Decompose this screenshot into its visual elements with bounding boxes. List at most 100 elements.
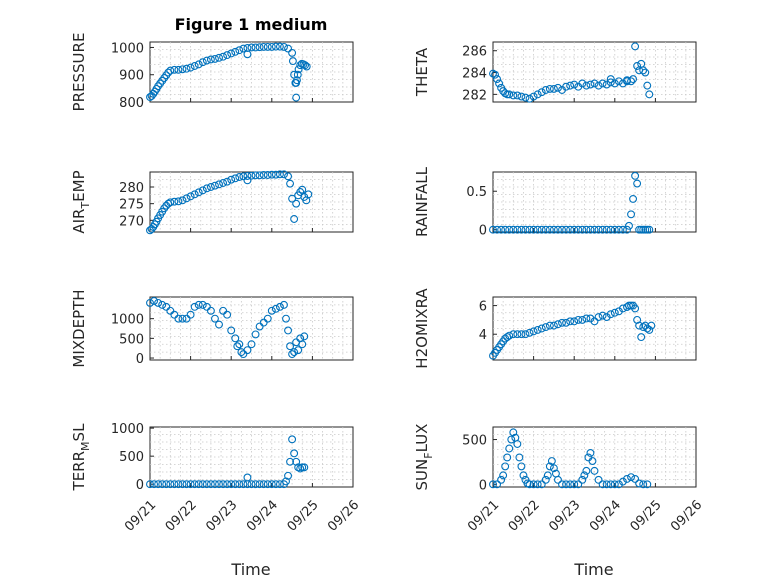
data-point-terrmsl <box>251 480 260 489</box>
data-point-pressure <box>301 61 310 70</box>
data-point-pressure <box>211 54 219 63</box>
data-point-airtemp <box>280 170 288 179</box>
y-tick-label: 4 <box>479 328 487 343</box>
data-point-theta <box>491 70 499 79</box>
data-point-terrmsl <box>190 480 199 489</box>
data-point-sunflux <box>623 474 631 483</box>
data-point-airtemp <box>227 175 236 184</box>
data-point-h2omixra <box>631 304 640 313</box>
y-tick-label: 1000 <box>111 313 144 328</box>
data-point-terrmsl <box>298 463 307 472</box>
data-point-mixdepth <box>227 326 236 335</box>
data-point-sunflux <box>525 480 534 489</box>
data-point-sunflux <box>513 440 522 448</box>
data-point-terrmsl <box>300 463 309 472</box>
data-point-rainfall <box>614 225 623 234</box>
data-point-rainfall <box>554 225 562 234</box>
data-point-sunflux <box>606 480 615 489</box>
data-point-airtemp <box>284 172 292 181</box>
data-point-theta <box>614 77 623 86</box>
data-point-terrmsl <box>288 435 297 444</box>
data-point-pressure <box>288 57 297 66</box>
data-point-h2omixra <box>590 317 599 326</box>
data-point-pressure <box>292 93 301 102</box>
data-point-pressure <box>219 52 228 61</box>
data-point-rainfall <box>645 225 654 234</box>
data-point-terrmsl <box>231 480 240 489</box>
y-tick-label: 0 <box>479 478 487 493</box>
data-point-theta <box>545 84 554 93</box>
data-point-mixdepth <box>170 310 179 319</box>
data-point-sunflux <box>610 480 619 489</box>
data-point-rainfall <box>635 225 644 234</box>
data-point-theta <box>645 90 654 99</box>
data-point-pressure <box>206 55 215 64</box>
data-point-airtemp <box>219 179 228 187</box>
y-tick-label: 500 <box>119 450 144 465</box>
data-point-rainfall <box>637 225 646 234</box>
data-point-airtemp <box>178 196 187 205</box>
data-point-rainfall <box>521 225 530 234</box>
data-point-airtemp <box>286 179 295 188</box>
subplot-theta: 282 284 286 THETA <box>413 41 697 103</box>
data-point-terrmsl <box>198 480 207 489</box>
data-point-terrmsl <box>235 480 244 489</box>
data-point-rainfall <box>625 221 633 230</box>
data-point-terrmsl <box>166 480 175 489</box>
data-point-airtemp <box>255 171 264 180</box>
data-point-pressure <box>194 60 203 69</box>
data-point-pressure <box>263 42 272 51</box>
y-axis-label: THETA <box>413 47 431 97</box>
data-point-airtemp <box>243 172 252 180</box>
data-point-pressure <box>227 49 236 58</box>
data-point-mixdepth <box>298 340 307 349</box>
data-point-sunflux <box>503 453 512 462</box>
data-point-rainfall <box>641 225 650 234</box>
data-point-rainfall <box>493 225 502 234</box>
y-tick-label: 6 <box>479 300 487 315</box>
data-point-theta <box>537 88 546 97</box>
data-point-terrmsl <box>162 480 171 489</box>
data-point-terrmsl <box>186 480 195 489</box>
data-point-sunflux <box>580 471 589 480</box>
data-point-h2omixra <box>582 314 591 323</box>
data-point-mixdepth <box>190 302 199 311</box>
data-point-airtemp <box>292 199 301 208</box>
data-point-pressure <box>178 65 187 74</box>
data-point-rainfall <box>643 225 652 234</box>
data-point-sunflux <box>594 475 603 484</box>
data-point-sunflux <box>549 464 558 473</box>
data-point-theta <box>639 66 648 75</box>
data-point-mixdepth <box>251 330 260 339</box>
data-point-h2omixra <box>513 330 522 339</box>
y-axis-label: RAINFALL <box>413 166 431 237</box>
data-point-sunflux <box>598 480 607 489</box>
x-tick-label: 09/25 <box>628 498 665 535</box>
data-point-pressure <box>243 50 252 59</box>
data-point-h2omixra <box>562 318 571 327</box>
data-point-pressure <box>215 53 223 62</box>
data-point-theta <box>578 79 587 88</box>
data-point-rainfall <box>598 225 607 234</box>
data-point-rainfall <box>489 225 497 234</box>
data-point-theta <box>582 81 591 90</box>
x-axis-label-left: Time <box>230 560 270 579</box>
data-point-theta <box>633 62 642 70</box>
data-point-pressure <box>271 42 280 51</box>
data-point-airtemp <box>174 197 183 206</box>
data-point-sunflux <box>627 473 635 482</box>
data-point-sunflux <box>639 480 648 489</box>
data-point-sunflux <box>602 480 611 489</box>
data-point-airtemp <box>206 183 215 191</box>
data-point-mixdepth <box>194 300 203 309</box>
data-point-airtemp <box>166 198 175 207</box>
data-point-sunflux <box>590 466 599 475</box>
data-point-terrmsl <box>286 457 295 466</box>
y-tick-label: 284 <box>462 67 487 82</box>
data-point-rainfall <box>574 225 583 234</box>
data-point-theta <box>586 80 595 89</box>
data-point-h2omixra <box>537 324 546 333</box>
data-point-airtemp <box>263 171 272 179</box>
data-point-mixdepth <box>294 346 303 355</box>
data-point-rainfall <box>529 225 538 234</box>
